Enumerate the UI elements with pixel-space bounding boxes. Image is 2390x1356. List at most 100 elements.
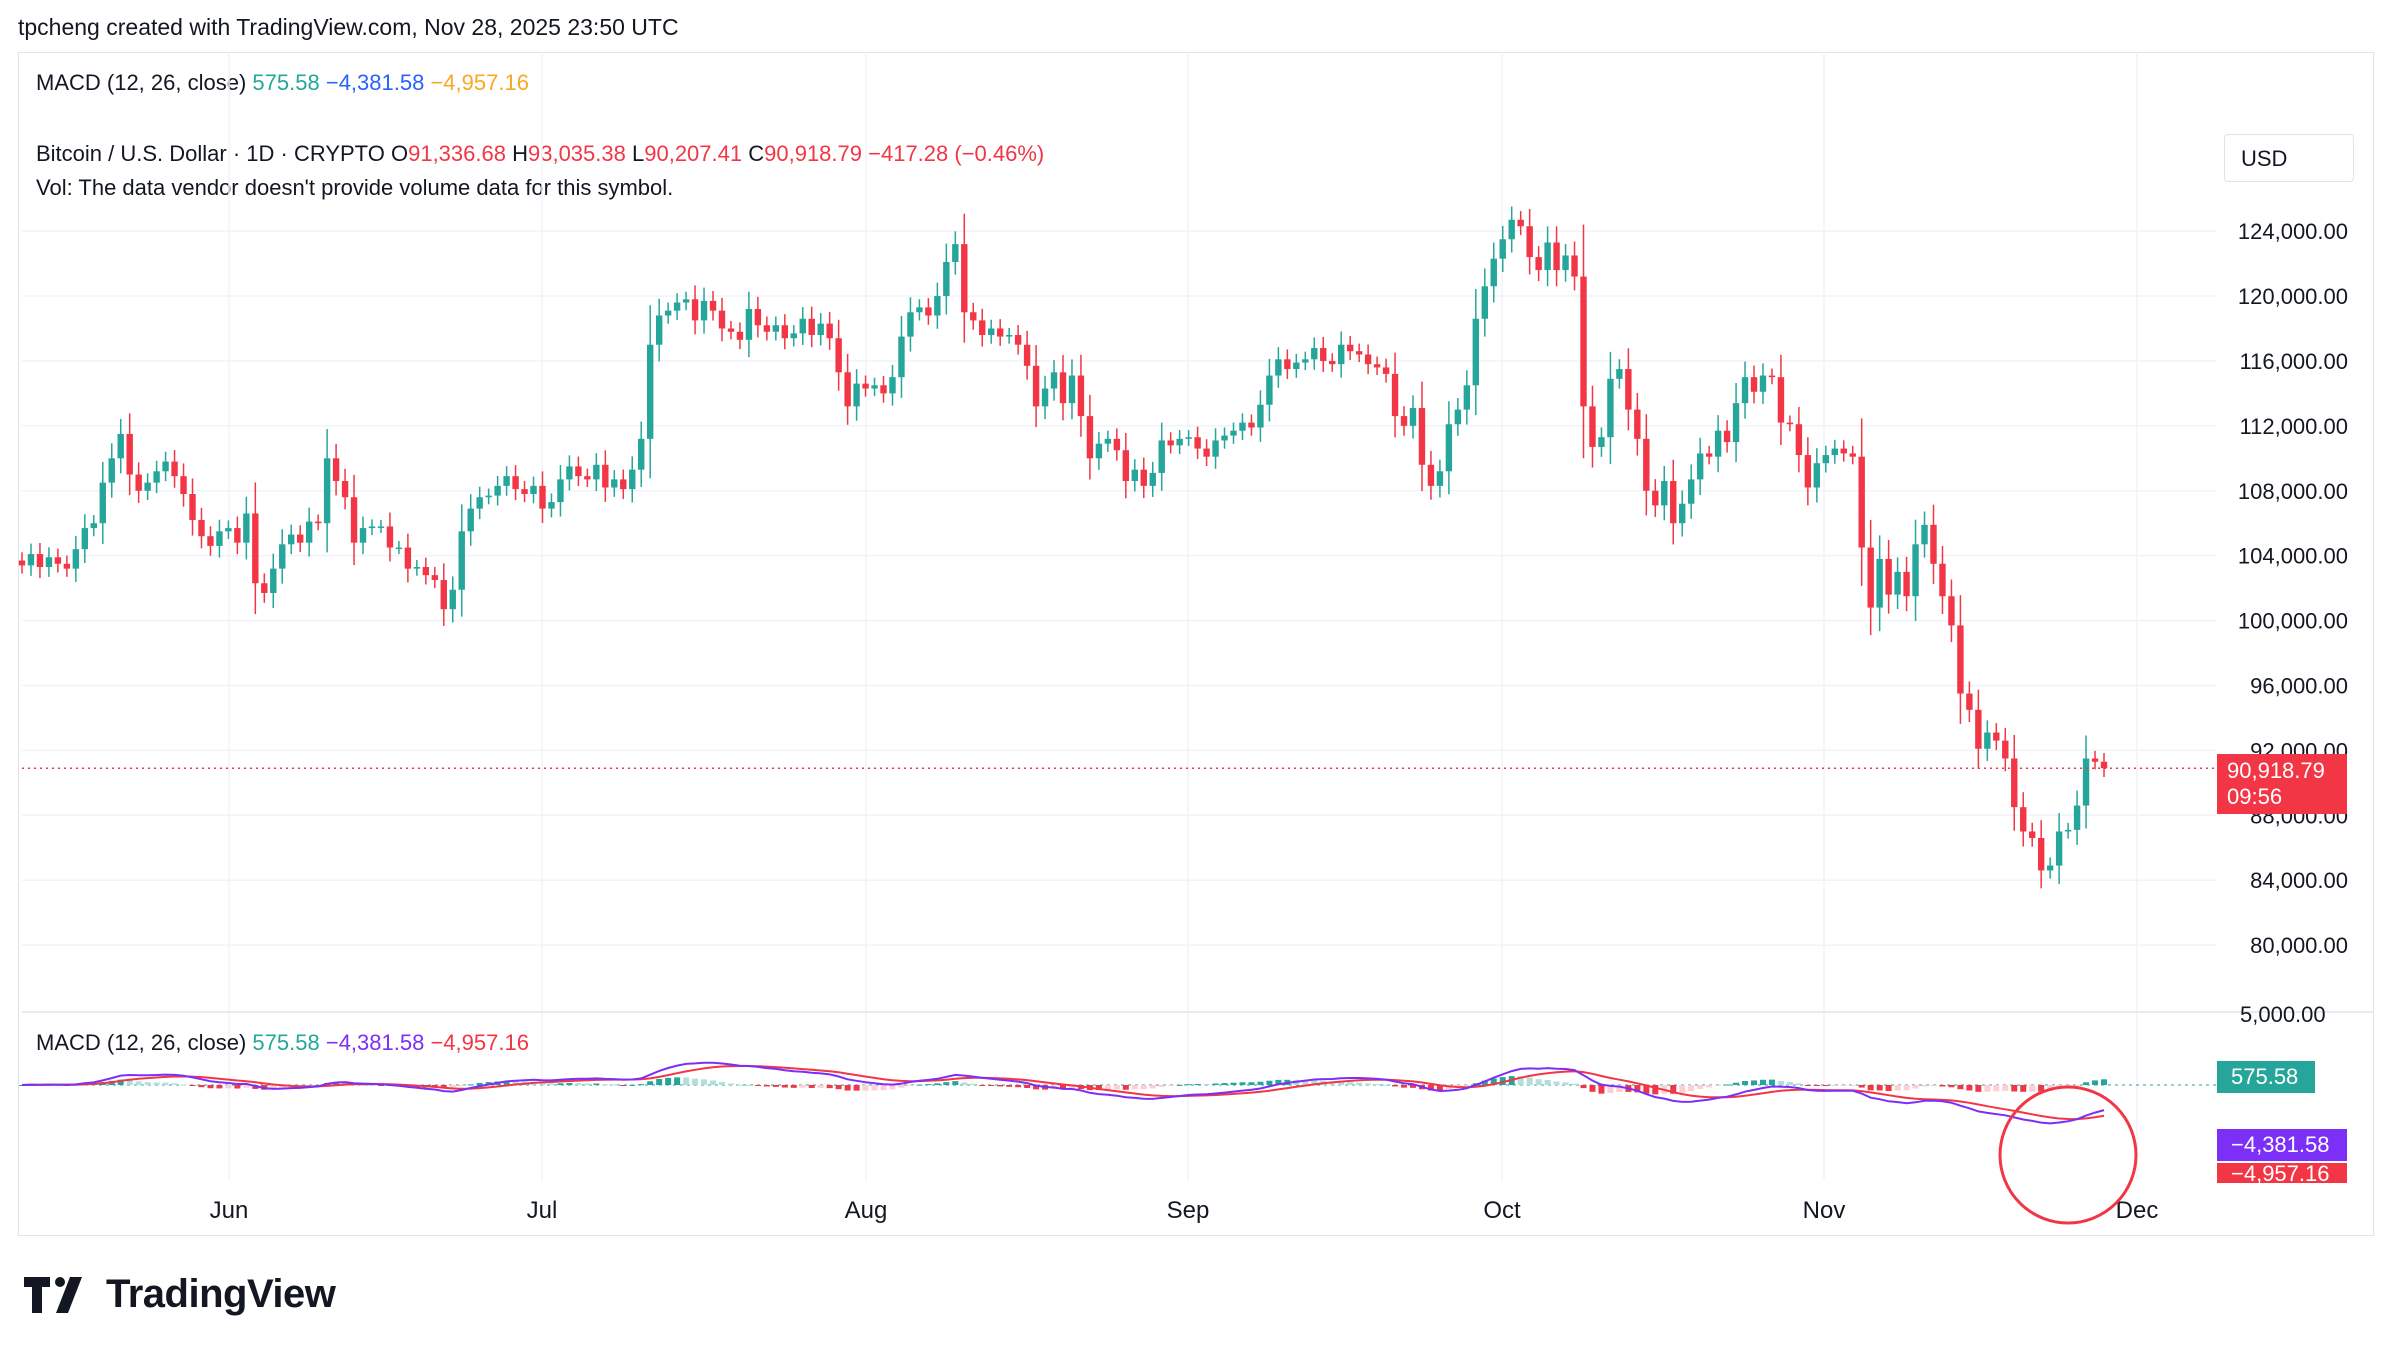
candle-body	[1822, 455, 1830, 464]
candle-body	[934, 296, 941, 316]
candle-body	[1705, 453, 1713, 457]
candle-body	[799, 318, 806, 334]
candle-body	[1212, 440, 1219, 457]
macd-hist-bar	[548, 1083, 555, 1085]
macd-hist-bar	[772, 1085, 779, 1087]
candle-body	[1275, 359, 1282, 376]
candle-body	[943, 261, 950, 297]
candle-body	[2064, 829, 2072, 832]
macd-hist-bar	[1715, 1085, 1722, 1086]
macd-hist-bar	[781, 1085, 788, 1088]
currency-button[interactable]: USD	[2224, 134, 2354, 182]
candle-body	[1687, 479, 1695, 504]
macd-hist-bar	[1697, 1085, 1704, 1089]
candle-body	[1625, 369, 1632, 410]
price-tick: 120,000.00	[2238, 284, 2348, 309]
macd-hist-bar	[1759, 1079, 1766, 1085]
macd-pane	[19, 1011, 2374, 1225]
candle-body	[1041, 388, 1049, 407]
candle-body	[781, 325, 789, 339]
macd-hist-bar	[1374, 1084, 1381, 1086]
candles	[18, 206, 2108, 889]
macd-hist-bar	[1212, 1083, 1219, 1085]
candle-body	[1005, 334, 1013, 337]
macd-hist-bar	[1068, 1085, 1075, 1089]
tradingview-logo-text: TradingView	[106, 1272, 336, 1316]
macd-hist-bar	[216, 1085, 223, 1089]
candle-body	[476, 497, 483, 509]
macd-pane-legend[interactable]: MACD (12, 26, close) 575.58 −4,381.58 −4…	[36, 1030, 529, 1056]
macd-hist-bar	[1544, 1079, 1551, 1085]
symbol-legend[interactable]: Bitcoin / U.S. Dollar · 1D · CRYPTO O91,…	[36, 141, 1044, 167]
macd-hist-bar	[799, 1085, 806, 1088]
candle-body	[1230, 430, 1237, 436]
macd-indicator-legend-top[interactable]: MACD (12, 26, close) 575.58 −4,381.58 −4…	[36, 70, 529, 96]
bar-countdown: 09:56	[2227, 784, 2283, 809]
macd-hist-bar	[1652, 1085, 1659, 1095]
ohlc-open: 91,336.68	[408, 141, 506, 166]
macd-hist-bar	[1939, 1085, 1946, 1087]
candle-body	[1077, 375, 1085, 417]
candle-body	[2002, 740, 2009, 759]
candle-body	[1607, 378, 1614, 438]
macd-hist-bar	[476, 1082, 483, 1085]
candle-body	[234, 528, 241, 543]
candle-body	[763, 325, 771, 332]
candle-body	[458, 531, 465, 590]
tradingview-logo[interactable]: TradingView	[24, 1272, 336, 1317]
macd-axis-top-tick: 5,000.00	[2240, 1002, 2326, 1027]
macd-hist-bar	[808, 1085, 815, 1088]
time-tick: Jul	[527, 1197, 558, 1224]
candle-body	[1589, 406, 1596, 447]
candle-body	[1355, 351, 1363, 355]
candle-body	[153, 471, 160, 483]
macd-hist-bar	[1427, 1085, 1434, 1091]
macd-hist-bar	[727, 1083, 734, 1085]
macd-hist-bar	[2029, 1085, 2036, 1092]
candle-body	[288, 534, 295, 545]
price-tick: 80,000.00	[2250, 933, 2348, 958]
candle-body	[1445, 424, 1453, 472]
macd-hist-bar	[593, 1083, 600, 1085]
candle-body	[431, 575, 439, 580]
macd-hist-bar	[1006, 1085, 1013, 1087]
macd-hist-bar	[1670, 1085, 1677, 1094]
candle-body	[611, 479, 618, 488]
macd-hist-bar	[1104, 1085, 1111, 1090]
macd-hist-bar	[1571, 1083, 1578, 1085]
price-change: −417.28 (−0.46%)	[868, 141, 1045, 166]
macd-hist-bar	[1733, 1082, 1740, 1085]
macd-hist-bar	[1840, 1085, 1847, 1086]
macd-hist-bar	[1813, 1085, 1820, 1086]
macd-hist-bar	[503, 1080, 510, 1085]
grid-lines	[22, 52, 2216, 1180]
candle-body	[1768, 375, 1776, 378]
chart-frame	[18, 52, 2374, 1236]
candle-body	[736, 331, 744, 340]
price-tick: 104,000.00	[2238, 544, 2348, 569]
tradingview-logo-icon	[24, 1276, 82, 1313]
candle-body	[1149, 472, 1156, 486]
candle-body	[638, 438, 645, 470]
time-axis: Jun Jul Aug Sep Oct Nov Dec	[210, 1197, 2159, 1224]
candle-body	[620, 479, 627, 490]
macd-hist-bar	[512, 1081, 519, 1085]
candle-body	[1508, 219, 1515, 240]
candle-body	[853, 383, 860, 407]
candle-body	[368, 526, 376, 529]
candle-body	[1957, 625, 1964, 694]
candle-body	[916, 307, 923, 313]
macd-hist-bar	[2038, 1085, 2045, 1092]
candle-body	[1257, 404, 1264, 428]
macd-hist-bar	[925, 1084, 932, 1086]
candle-body	[99, 482, 106, 524]
macd-hist-bar	[1867, 1085, 1874, 1091]
candle-body	[1463, 385, 1471, 410]
candle-body	[1786, 422, 1794, 425]
macd-hist-bar	[225, 1085, 232, 1089]
candle-body	[2082, 758, 2090, 806]
candle-body	[1472, 318, 1480, 386]
macd-hist-bar	[117, 1079, 124, 1085]
candle-body	[1311, 347, 1318, 360]
